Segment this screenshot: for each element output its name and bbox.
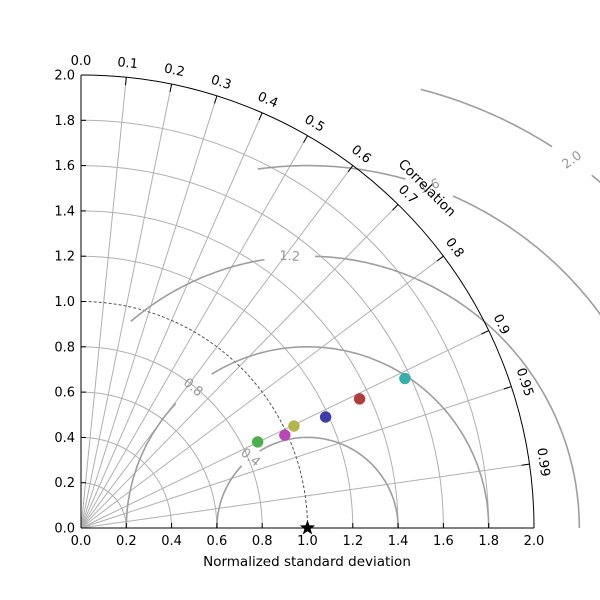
correlation-grid-line — [80, 165, 354, 529]
x-tick-label: 1.8 — [478, 534, 499, 549]
std-grid-arc — [80, 346, 263, 529]
rms-contour-label: 1.2 — [279, 249, 301, 265]
correlation-tick-label: 0.0 — [71, 54, 92, 69]
correlation-tick — [125, 77, 127, 86]
correlation-tick-label: 0.8 — [442, 235, 466, 261]
std-grid-arc — [80, 391, 218, 529]
rms-contour — [125, 403, 177, 528]
rms-contour — [211, 346, 490, 528]
reference-star-marker — [299, 520, 316, 535]
y-tick-label: 0.8 — [54, 340, 75, 355]
rms-contour-label: 2.0 — [559, 148, 585, 172]
correlation-tick — [347, 165, 354, 173]
x-tick-label: 1.2 — [342, 534, 363, 549]
correlation-tick — [503, 386, 512, 390]
rms-contour — [130, 258, 265, 323]
correlation-tick-label: 0.95 — [513, 366, 536, 398]
model-point — [319, 411, 332, 423]
y-tick-label: 1.0 — [54, 295, 75, 310]
rms-contour — [314, 255, 581, 528]
rms-contour — [257, 164, 406, 180]
correlation-tick-label: 0.99 — [533, 447, 552, 478]
rms-contour — [216, 465, 243, 528]
correlation-tick-label: 0.9 — [490, 312, 513, 337]
y-tick-label: 0.0 — [54, 522, 75, 537]
std-grid-arc — [80, 482, 127, 529]
std-grid-arc — [80, 165, 444, 529]
x-tick-label: 0.4 — [161, 534, 182, 549]
x-tick-label: 1.4 — [388, 534, 409, 549]
model-point — [279, 429, 291, 441]
std-grid-arc — [80, 210, 399, 529]
correlation-tick-label: 0.5 — [302, 112, 327, 135]
x-tick-label: 0.6 — [207, 534, 228, 549]
rms-contour — [452, 195, 600, 316]
y-tick-label: 0.2 — [54, 476, 75, 491]
y-tick-label: 1.6 — [54, 159, 75, 174]
correlation-tick-label: 0.1 — [117, 55, 139, 72]
y-tick-label: 0.4 — [54, 431, 75, 446]
correlation-tick — [214, 95, 218, 104]
rms-contour-label: 1.6 — [417, 176, 442, 197]
x-tick-label: 0.8 — [252, 534, 273, 549]
model-point — [251, 436, 264, 448]
correlation-tick-label: 0.2 — [163, 61, 186, 80]
correlation-tick — [436, 255, 444, 262]
x-tick-label: 0.2 — [116, 534, 137, 549]
correlation-tick — [481, 330, 489, 335]
x-tick-label: 1.6 — [433, 534, 454, 549]
correlation-tick-label: 0.4 — [255, 89, 280, 111]
rms-contour — [259, 436, 399, 528]
rms-contour — [420, 88, 553, 148]
std-grid-arc — [80, 436, 173, 529]
x-tick-label: 2.0 — [524, 534, 545, 549]
grid-layer — [80, 77, 530, 529]
correlation-tick — [521, 463, 530, 466]
y-tick-label: 0.6 — [54, 386, 75, 401]
y-tick-label: 1.8 — [54, 114, 75, 129]
x-axis-title: Normalized standard deviation — [203, 554, 411, 570]
correlation-tick-label: 0.3 — [209, 73, 233, 94]
reference-std-arc — [80, 301, 308, 529]
model-point — [399, 372, 411, 385]
correlation-tick — [169, 84, 173, 93]
model-point — [288, 420, 300, 432]
rms-contour — [591, 174, 600, 184]
model-point — [353, 393, 366, 405]
x-tick-label: 0.0 — [71, 534, 92, 549]
x-tick-label: 1.0 — [297, 534, 318, 549]
points-layer — [251, 372, 411, 535]
correlation-tick-label: 0.6 — [348, 142, 374, 166]
std-grid-arc — [80, 119, 490, 529]
y-tick-label: 2.0 — [54, 69, 75, 84]
correlation-tick — [392, 204, 399, 211]
y-tick-label: 1.2 — [54, 250, 75, 265]
std-grid-arc — [80, 255, 354, 529]
y-tick-label: 1.4 — [54, 204, 75, 219]
correlation-tick — [258, 112, 263, 121]
outer-correlation-arc — [80, 74, 535, 529]
correlation-tick — [303, 135, 308, 143]
